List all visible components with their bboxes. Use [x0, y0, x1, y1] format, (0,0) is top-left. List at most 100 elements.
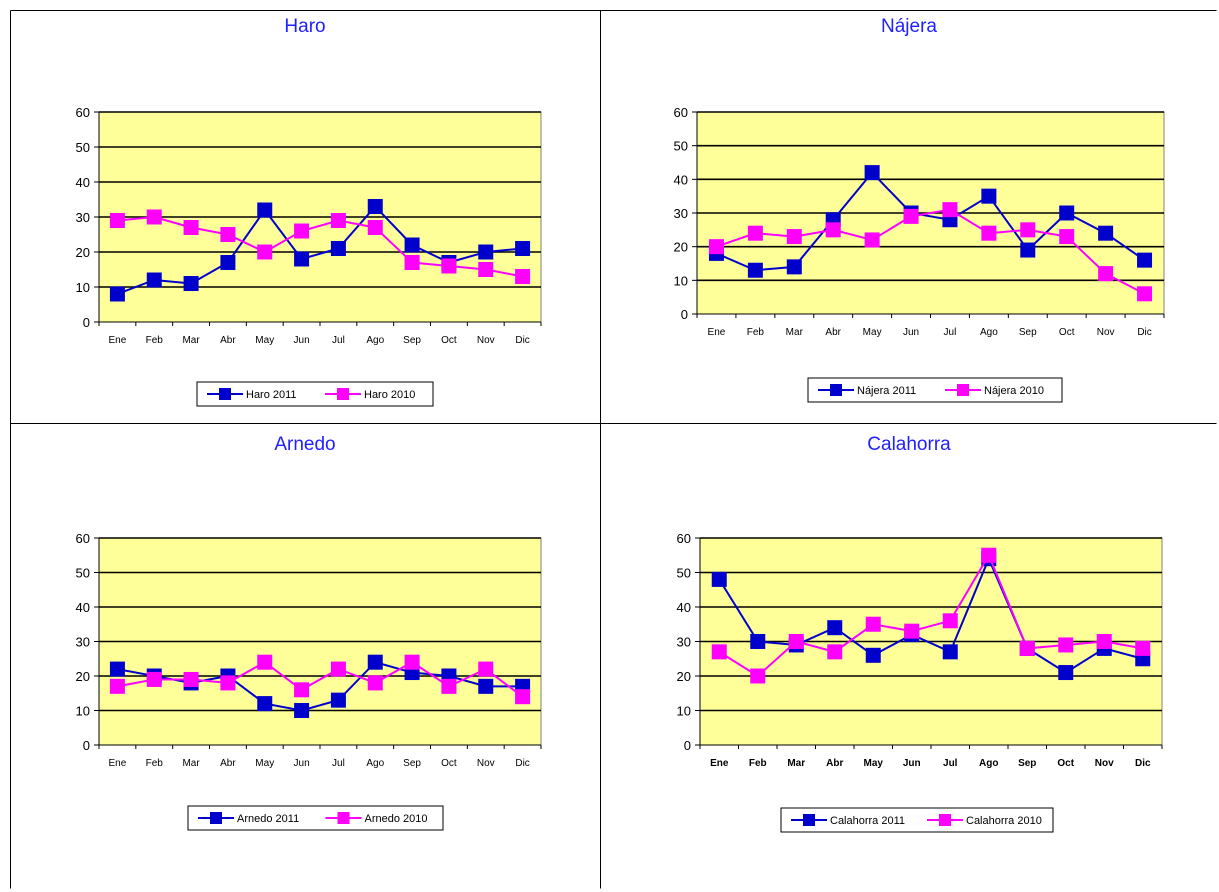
- y-tick-label: 0: [83, 738, 90, 753]
- y-tick-label: 50: [674, 139, 688, 154]
- data-point: [1137, 286, 1153, 302]
- data-point: [294, 682, 310, 698]
- x-tick-label: Jun: [903, 327, 919, 338]
- legend-marker: [337, 388, 349, 400]
- x-tick-label: May: [863, 327, 882, 338]
- x-tick-label: Ago: [979, 758, 998, 769]
- x-tick-label: Jul: [944, 327, 957, 338]
- y-tick-label: 60: [76, 531, 90, 546]
- x-tick-label: Nov: [477, 335, 495, 346]
- y-tick-label: 10: [677, 704, 691, 719]
- x-tick-label: May: [864, 758, 884, 769]
- line-chart-najera: 0 10 20 30 40 50 60 Ene Feb Mar Abr May Jun Jul Ago Sep…: [674, 105, 1165, 403]
- data-point: [330, 213, 346, 228]
- data-point: [294, 703, 310, 718]
- line-chart-arnedo: 0 10 20 30 40 50 60 Ene Feb Mar Abr May Jun Jul Ago Sep…: [76, 531, 542, 831]
- chart-title: Nájera: [881, 16, 937, 37]
- x-tick-label: Abr: [220, 335, 236, 346]
- data-point: [903, 208, 919, 224]
- y-tick-label: 50: [76, 566, 90, 581]
- x-tick-label: Sep: [1019, 327, 1037, 338]
- panel-borders: [10, 10, 1217, 889]
- x-tick-label: Abr: [825, 327, 841, 338]
- data-point: [708, 239, 724, 255]
- data-point: [220, 255, 236, 270]
- data-point: [367, 199, 383, 214]
- x-tick-label: Jun: [294, 335, 310, 346]
- y-tick-label: 30: [76, 635, 90, 650]
- data-point: [330, 692, 346, 708]
- y-tick-label: 60: [674, 105, 688, 120]
- x-tick-label: Ene: [710, 758, 729, 769]
- x-tick-label: Ene: [708, 327, 726, 338]
- x-tick-label: Abr: [220, 758, 236, 769]
- y-tick-label: 10: [76, 704, 90, 719]
- x-tick-label: Ago: [366, 758, 384, 769]
- x-tick-label: May: [255, 758, 274, 769]
- legend-label: Nájera 2011: [857, 385, 916, 397]
- data-point: [942, 613, 958, 629]
- x-tick-label: Feb: [146, 335, 164, 346]
- x-tick-label: May: [255, 335, 274, 346]
- data-point: [864, 165, 880, 181]
- data-point: [865, 616, 881, 632]
- data-point: [711, 644, 727, 660]
- data-point: [257, 696, 273, 712]
- x-tick-label: Sep: [1018, 758, 1036, 769]
- data-point: [146, 209, 162, 225]
- data-point: [404, 237, 420, 253]
- legend-marker: [210, 812, 222, 824]
- x-tick-label: Feb: [749, 758, 767, 769]
- data-point: [825, 222, 841, 238]
- data-point: [183, 220, 199, 235]
- x-tick-label: Sep: [403, 335, 421, 346]
- chart-title: Arnedo: [274, 434, 336, 455]
- data-point: [1098, 266, 1114, 282]
- data-point: [1059, 205, 1075, 221]
- data-point: [786, 229, 802, 245]
- data-point: [478, 661, 494, 677]
- data-point: [404, 255, 420, 270]
- x-tick-label: Mar: [182, 335, 200, 346]
- y-tick-label: 40: [674, 172, 688, 187]
- x-tick-label: Nov: [1097, 327, 1115, 338]
- data-point: [1058, 665, 1074, 681]
- x-tick-label: Abr: [826, 758, 843, 769]
- x-tick-label: Jun: [294, 758, 310, 769]
- data-point: [515, 269, 531, 284]
- data-point: [865, 647, 881, 663]
- y-tick-label: 0: [83, 315, 90, 330]
- data-point: [942, 202, 958, 218]
- data-point: [981, 225, 997, 241]
- data-point: [1059, 229, 1075, 245]
- data-point: [750, 668, 766, 684]
- data-point: [1020, 242, 1036, 258]
- x-tick-label: Dic: [1137, 327, 1151, 338]
- data-point: [827, 644, 843, 660]
- y-tick-label: 30: [674, 206, 688, 221]
- x-tick-label: Dic: [515, 335, 529, 346]
- data-point: [367, 675, 383, 691]
- y-tick-label: 10: [674, 273, 688, 288]
- x-tick-label: Oct: [1057, 758, 1074, 769]
- data-point: [183, 276, 199, 291]
- data-point: [1098, 225, 1114, 241]
- y-tick-label: 50: [677, 566, 691, 581]
- data-point: [1096, 634, 1112, 649]
- chart-title: Calahorra: [867, 434, 951, 455]
- legend-label: Haro 2011: [246, 389, 297, 401]
- data-point: [1020, 222, 1036, 238]
- panel-arnedo: Arnedo 0 10 20 30 40 50 60 Ene Feb Mar Abr May Jun Ju…: [10, 424, 600, 889]
- data-point: [146, 272, 162, 288]
- data-point: [220, 227, 236, 242]
- x-tick-label: Ago: [366, 335, 384, 346]
- y-tick-label: 30: [76, 210, 90, 225]
- data-point: [367, 654, 383, 670]
- data-point: [942, 644, 958, 660]
- data-point: [1019, 640, 1035, 656]
- x-tick-label: Jul: [332, 758, 345, 769]
- data-point: [904, 623, 920, 639]
- data-point: [257, 654, 273, 670]
- legend-marker: [337, 812, 350, 824]
- data-point: [864, 232, 880, 248]
